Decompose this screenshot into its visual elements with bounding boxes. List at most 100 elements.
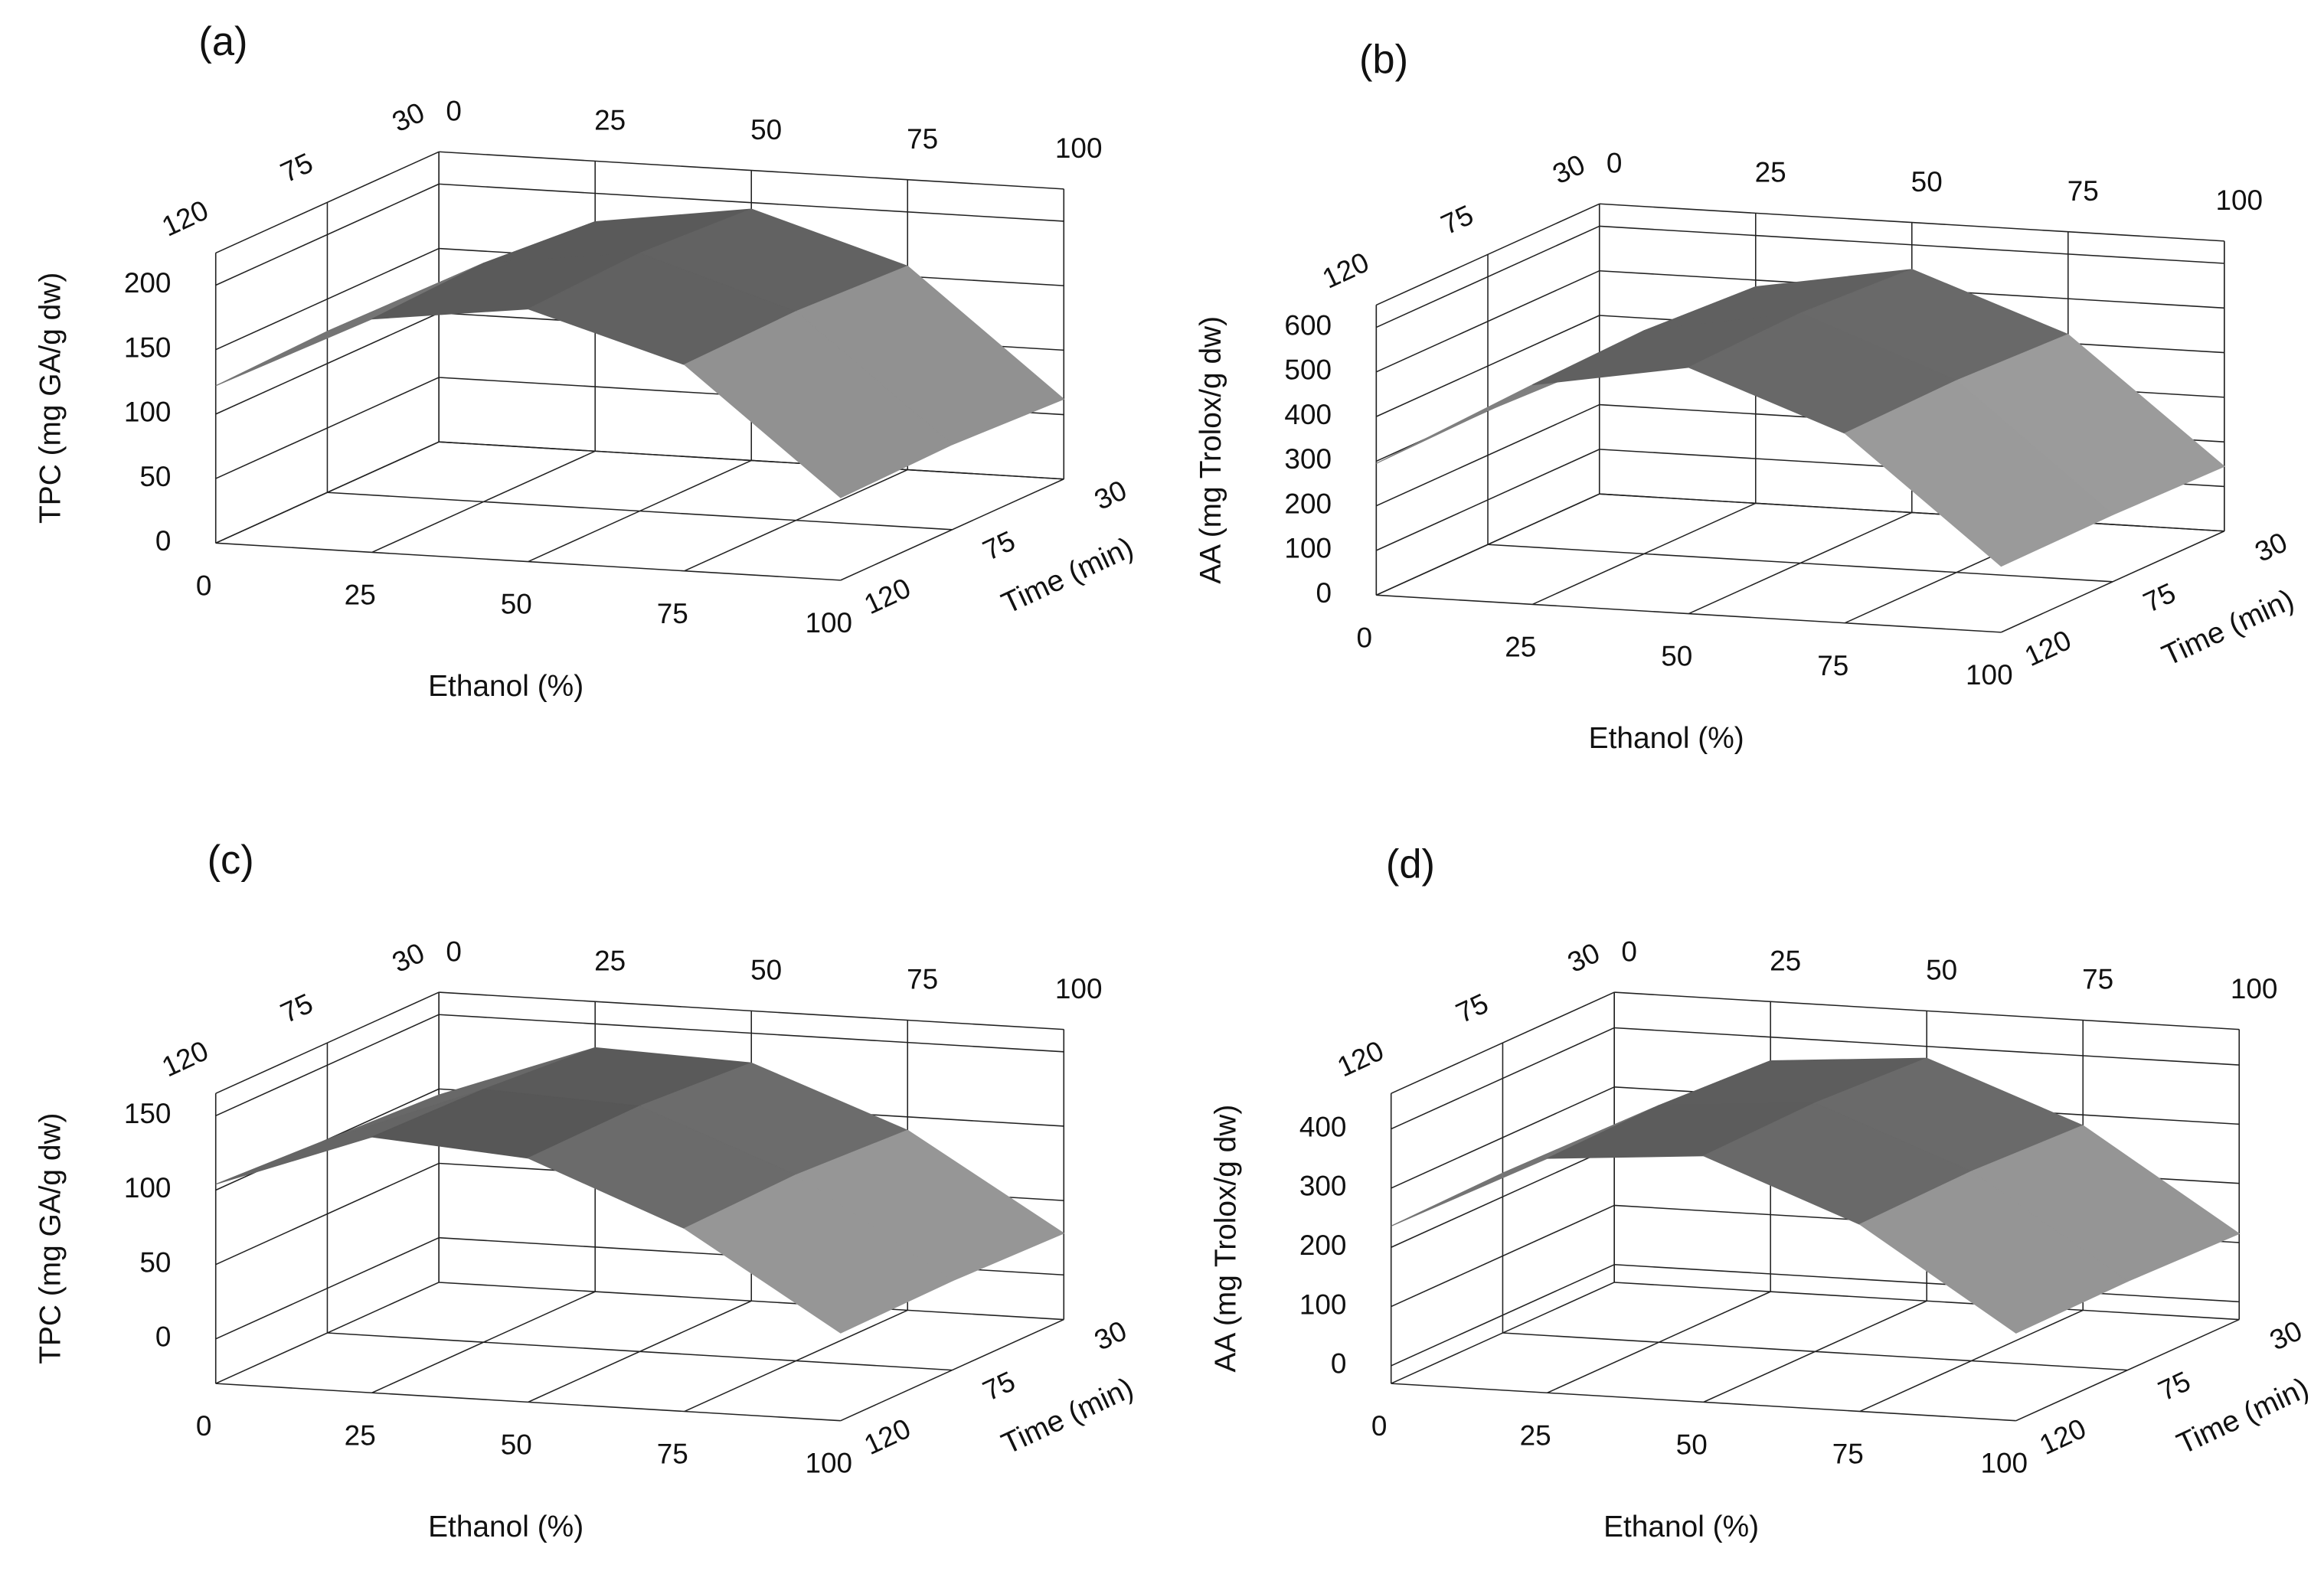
y-tick-label-top: 120 [157,1034,213,1083]
z-tick-label: 200 [1299,1230,1347,1261]
y-axis-title: Time (min) [2172,1371,2314,1461]
side-grid-line [215,1236,440,1340]
side-grid-line [215,1162,440,1266]
z-axis-title: AA (mg Trolox/g dw) [1195,316,1227,584]
x-axis-title: Ethanol (%) [428,1511,583,1543]
z-tick-label: 100 [1284,533,1332,564]
x-tick-label: 100 [1966,659,2013,691]
floor-grid-line [1376,594,2002,633]
z-tick-label: 0 [155,525,172,557]
x-tick-label: 25 [1520,1419,1551,1451]
y-tick-label: 120 [2035,1413,2090,1461]
y-tick-label: 75 [978,1365,1020,1407]
floor-grid-line [327,1332,953,1371]
panel-label: (a) [198,20,247,64]
x-tick-label-top: 25 [1755,157,1786,188]
x-tick-label-top: 75 [2082,964,2113,995]
back-grid-line [439,1014,1064,1053]
x-tick-label-top: 50 [1911,166,1943,198]
z-tick-label: 150 [124,332,172,363]
z-tick-label: 100 [1299,1288,1347,1320]
x-tick-label-top: 50 [750,114,782,145]
panel: 0025255050757510010030307575120120050100… [34,838,1138,1543]
x-tick-label: 100 [1980,1448,2028,1479]
z-tick-label: 400 [1299,1111,1347,1142]
panel-label: (d) [1386,843,1435,887]
y-tick-label: 30 [1090,1315,1132,1357]
side-grid-line [1391,1204,1615,1308]
y-tick-label: 30 [1090,474,1132,516]
x-tick-label-top: 100 [2215,185,2263,216]
z-tick-label: 0 [155,1321,172,1353]
y-tick-label: 30 [2265,1315,2307,1357]
z-tick-label: 0 [1331,1348,1347,1380]
side-grid-line [1375,403,1600,507]
side-grid-line [215,312,440,415]
x-tick-label: 0 [1371,1410,1388,1442]
x-tick-label-top: 75 [907,123,938,155]
x-tick-label: 50 [501,589,532,620]
x-tick-label: 100 [805,607,852,639]
y-tick-label-top: 75 [276,988,318,1030]
surface-patch [683,311,953,498]
z-tick-label: 400 [1284,399,1332,430]
x-tick-label: 50 [1676,1429,1708,1460]
y-tick-label-top: 30 [1563,937,1605,979]
z-tick-label: 300 [1284,443,1332,475]
panel-label: (b) [1359,38,1408,83]
floor-grid-line [215,542,841,581]
y-tick-label: 30 [2250,526,2293,568]
z-axis-title: AA (mg Trolox/g dw) [1209,1105,1242,1373]
y-tick-label: 75 [2153,1365,2195,1407]
x-tick-label: 0 [196,570,212,601]
z-tick-label: 600 [1284,309,1332,341]
y-axis-title: Time (min) [2157,583,2299,673]
x-tick-label: 75 [657,1439,688,1470]
y-tick-label-top: 75 [1451,988,1493,1030]
floor-grid-line [1391,1383,2016,1422]
x-tick-label-top: 0 [1621,936,1637,967]
back-grid-line [1599,225,2224,264]
surface-patch [1858,1171,2129,1334]
y-tick-label-top: 120 [157,194,213,243]
x-tick-label-top: 50 [1926,955,1957,986]
x-axis-title: Ethanol (%) [428,670,583,703]
floor-grid-line [1502,1332,2128,1371]
z-tick-label: 50 [139,461,171,492]
y-tick-label: 120 [2020,624,2076,672]
panel: 0025255050757510010030307575120120010020… [1195,38,2299,755]
z-tick-label: 100 [124,397,172,428]
back-grid-line [439,183,1064,222]
z-tick-label: 200 [1284,488,1332,519]
x-tick-label: 75 [1817,650,1848,681]
panel: 0025255050757510010030307575120120050100… [34,20,1138,703]
back-grid-line [1614,1263,2240,1303]
z-tick-label: 500 [1284,354,1332,386]
x-tick-label: 50 [501,1429,532,1460]
surface-patch [1391,1105,1659,1226]
back-grid-line [1614,1027,2240,1066]
x-tick-label-top: 0 [1607,148,1623,179]
z-tick-label: 300 [1299,1171,1347,1202]
z-axis-title: TPC (mg GA/g dw) [34,273,67,524]
x-tick-label: 25 [345,579,376,610]
y-tick-label-top: 75 [276,147,318,189]
x-tick-label-top: 50 [750,955,782,986]
panel: 0025255050757510010030307575120120010020… [1209,843,2313,1543]
panel-label: (c) [208,838,254,883]
side-grid-line [1391,1145,1615,1248]
side-grid-line [215,1014,440,1117]
side-grid-line [1375,225,1600,328]
side-grid-line [215,247,440,351]
z-tick-label: 100 [124,1172,172,1204]
y-tick-label-top: 30 [1548,149,1590,191]
side-grid-line [1391,1086,1615,1189]
y-tick-label-top: 120 [1332,1034,1388,1083]
y-tick-label: 120 [859,572,915,620]
x-tick-label: 0 [1356,622,1372,653]
y-tick-label-top: 120 [1318,247,1374,295]
side-grid-line [1391,1264,1615,1367]
x-tick-label-top: 0 [446,936,462,967]
z-axis-title: TPC (mg GA/g dw) [34,1113,67,1364]
side-grid-line [1375,270,1600,373]
